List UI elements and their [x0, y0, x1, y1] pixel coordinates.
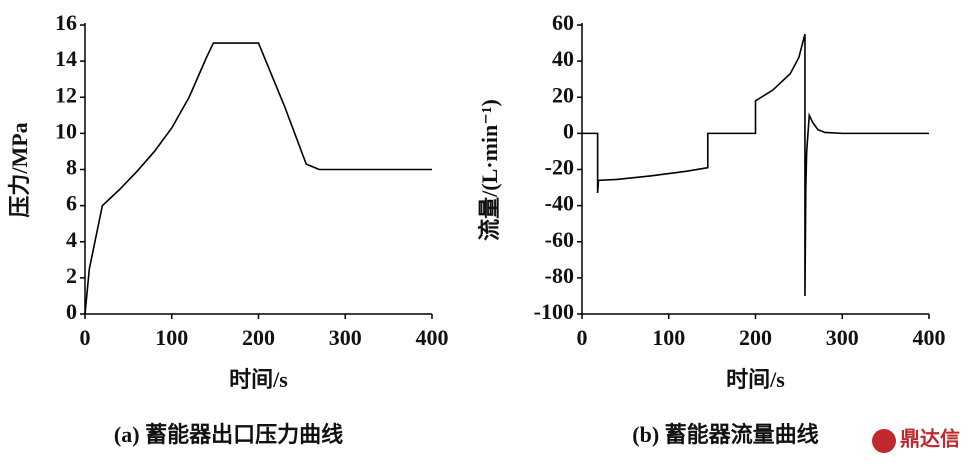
y-axis-label: 压力/MPa — [7, 122, 32, 217]
x-axis-label: 时间/s — [726, 367, 785, 392]
y-tick-label: -100 — [534, 299, 574, 324]
x-tick-label: 0 — [577, 325, 588, 350]
x-tick-label: 300 — [329, 325, 362, 350]
y-tick-label: 0 — [563, 118, 574, 143]
y-tick-label: 40 — [552, 46, 574, 71]
y-tick-label: 6 — [66, 191, 77, 216]
y-tick-label: -40 — [545, 191, 574, 216]
y-tick-label: 0 — [66, 299, 77, 324]
x-tick-label: 0 — [80, 325, 91, 350]
y-tick-label: 2 — [66, 263, 77, 288]
y-tick-label: -60 — [545, 227, 574, 252]
x-tick-label: 400 — [416, 325, 449, 350]
x-tick-label: 100 — [652, 325, 685, 350]
y-tick-label: 8 — [66, 155, 77, 180]
data-line — [84, 42, 432, 315]
y-tick-label: 14 — [55, 46, 77, 71]
data-line — [582, 33, 929, 296]
y-tick-label: 10 — [55, 118, 77, 143]
y-tick-label: 16 — [55, 10, 77, 35]
x-axis-label: 时间/s — [229, 367, 288, 392]
x-tick-label: 300 — [826, 325, 859, 350]
y-tick-label: -20 — [545, 155, 574, 180]
x-tick-label: 100 — [155, 325, 188, 350]
y-tick-label: 20 — [552, 82, 574, 107]
watermark: 鼎达信 — [900, 427, 960, 451]
y-axis-label: 流量/(L·min⁻¹) — [477, 99, 502, 241]
y-tick-label: -80 — [545, 263, 574, 288]
logo-icon — [872, 429, 896, 453]
x-tick-label: 200 — [739, 325, 772, 350]
y-tick-label: 60 — [552, 10, 574, 35]
y-tick-label: 12 — [55, 82, 77, 107]
x-tick-label: 200 — [242, 325, 275, 350]
caption: (a) 蓄能器出口压力曲线 — [114, 422, 343, 447]
x-tick-label: 400 — [913, 325, 946, 350]
caption: (b) 蓄能器流量曲线 — [632, 422, 818, 447]
y-tick-label: 4 — [66, 227, 77, 252]
